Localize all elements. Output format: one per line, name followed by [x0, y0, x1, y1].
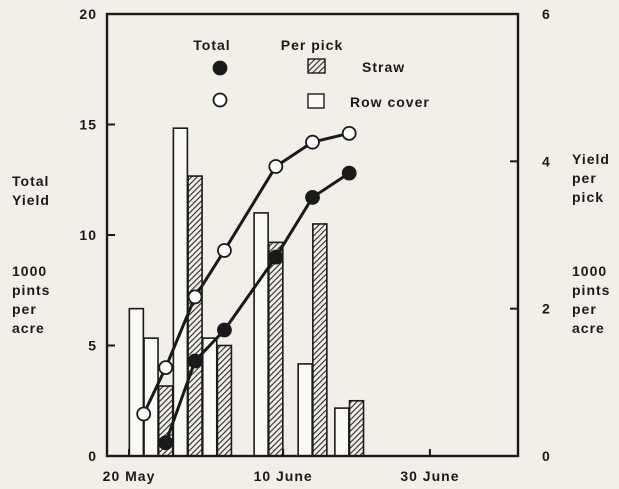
right-axis-title: Yield per pick	[572, 150, 610, 207]
right-axis-title-line: Yield	[572, 151, 610, 167]
bar-straw	[312, 223, 328, 457]
left-tick-label: 20	[79, 6, 97, 22]
legend-row-cover-per-pick-swatch	[307, 93, 325, 109]
left-axis-unit-line: pints	[12, 282, 51, 298]
legend-straw-total-marker	[212, 60, 228, 76]
x-tick-label: 10 June	[254, 468, 313, 484]
left-axis-title-line: Total	[12, 173, 50, 189]
point-total-row-cover	[341, 125, 357, 141]
bar-straw	[268, 241, 284, 457]
bar-row-cover	[201, 337, 218, 457]
point-total-row-cover	[268, 159, 284, 174]
right-axis-title-line: pick	[572, 189, 605, 205]
point-total-row-cover	[158, 360, 174, 376]
bar-row-cover	[334, 407, 350, 457]
point-total-row-cover	[305, 134, 320, 150]
x-tick-label: 20 May	[103, 468, 156, 484]
bar-straw	[187, 175, 203, 457]
legend-straw-per-pick-swatch	[307, 58, 326, 74]
right-axis-title-line: per	[572, 170, 597, 186]
point-total-straw	[217, 322, 232, 338]
legend-row-cover-label: Row cover	[350, 94, 430, 110]
left-tick-label: 15	[79, 117, 97, 133]
right-axis-unit-line: 1000	[572, 263, 608, 279]
right-axis-units: 1000 pints per acre	[572, 262, 610, 338]
point-total-row-cover	[187, 289, 203, 305]
bar-straw	[348, 399, 365, 457]
point-total-straw	[158, 435, 174, 451]
right-tick-label: 2	[542, 301, 551, 317]
bar-straw	[216, 344, 233, 457]
left-tick-label: 0	[88, 448, 97, 464]
left-axis-unit-line: acre	[12, 320, 45, 336]
legend-header-per-pick: Per pick	[281, 37, 343, 53]
left-axis-title-line: Yield	[12, 192, 50, 208]
point-total-straw	[268, 249, 284, 265]
legend-header-total: Total	[193, 37, 230, 53]
right-axis-unit-line: acre	[572, 320, 605, 336]
left-axis-unit-line: 1000	[12, 263, 48, 279]
legend-straw-label: Straw	[362, 59, 405, 75]
left-axis-unit-line: per	[12, 301, 37, 317]
left-tick-label: 5	[88, 338, 97, 354]
right-tick-label: 6	[542, 6, 551, 22]
bar-row-cover	[253, 212, 269, 457]
legend-row-cover-total-marker	[212, 92, 228, 108]
point-total-straw	[305, 190, 320, 205]
left-tick-label: 10	[79, 227, 97, 243]
left-axis-title: Total Yield	[12, 172, 50, 210]
right-axis-unit-line: pints	[572, 282, 611, 298]
bar-row-cover	[172, 127, 189, 457]
x-tick-label: 30 June	[400, 468, 459, 484]
point-total-row-cover	[136, 406, 152, 422]
left-axis-units: 1000 pints per acre	[12, 262, 50, 338]
right-tick-label: 4	[542, 153, 551, 169]
bar-row-cover	[297, 363, 313, 457]
point-total-straw	[187, 353, 203, 369]
right-tick-label: 0	[542, 448, 551, 464]
point-total-straw	[341, 165, 357, 181]
right-axis-unit-line: per	[572, 301, 597, 317]
point-total-row-cover	[217, 243, 232, 258]
bar-row-cover	[128, 307, 145, 457]
